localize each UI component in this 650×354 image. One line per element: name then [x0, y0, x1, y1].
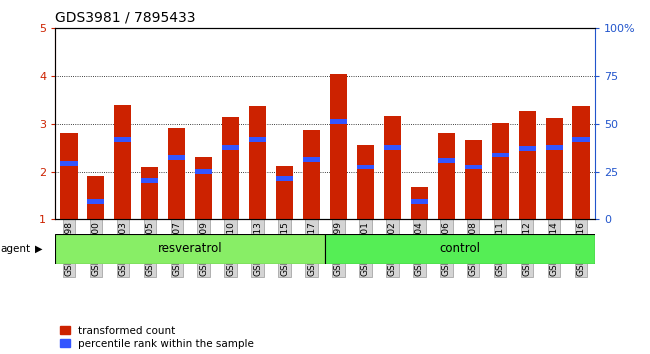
Bar	[114, 137, 131, 142]
Bar	[330, 74, 347, 219]
Bar	[114, 105, 131, 219]
Text: control: control	[439, 242, 480, 255]
Bar	[276, 166, 293, 219]
Bar	[55, 234, 325, 264]
Bar	[168, 155, 185, 160]
Bar	[141, 178, 159, 183]
Bar	[195, 157, 213, 219]
Text: agent: agent	[1, 244, 31, 254]
Bar	[330, 119, 347, 124]
Bar	[437, 158, 455, 163]
Bar	[87, 199, 105, 204]
Bar	[573, 106, 590, 219]
Bar	[519, 146, 536, 151]
Text: GDS3981 / 7895433: GDS3981 / 7895433	[55, 11, 196, 25]
Bar	[276, 176, 293, 181]
Bar	[168, 128, 185, 219]
Bar	[491, 153, 509, 157]
Bar	[249, 137, 266, 142]
Bar	[545, 118, 563, 219]
Bar	[195, 169, 213, 174]
Bar	[411, 199, 428, 204]
Bar	[545, 145, 563, 150]
Bar	[465, 140, 482, 219]
Bar	[437, 133, 455, 219]
Bar	[249, 106, 266, 219]
Bar	[384, 145, 401, 150]
Bar	[573, 137, 590, 142]
Text: resveratrol: resveratrol	[158, 242, 222, 255]
Bar	[222, 117, 239, 219]
Bar	[357, 165, 374, 169]
Bar	[465, 165, 482, 169]
Bar	[60, 132, 77, 219]
Bar	[60, 161, 77, 166]
Bar	[384, 116, 401, 219]
Bar	[357, 145, 374, 219]
Bar	[303, 157, 320, 162]
Bar	[491, 123, 509, 219]
Bar	[411, 188, 428, 219]
Legend: transformed count, percentile rank within the sample: transformed count, percentile rank withi…	[60, 326, 254, 349]
Bar	[222, 145, 239, 150]
Bar	[303, 130, 320, 219]
Bar	[325, 234, 595, 264]
Bar	[87, 176, 105, 219]
Text: ▶: ▶	[35, 244, 43, 254]
Bar	[141, 167, 159, 219]
Bar	[519, 111, 536, 219]
